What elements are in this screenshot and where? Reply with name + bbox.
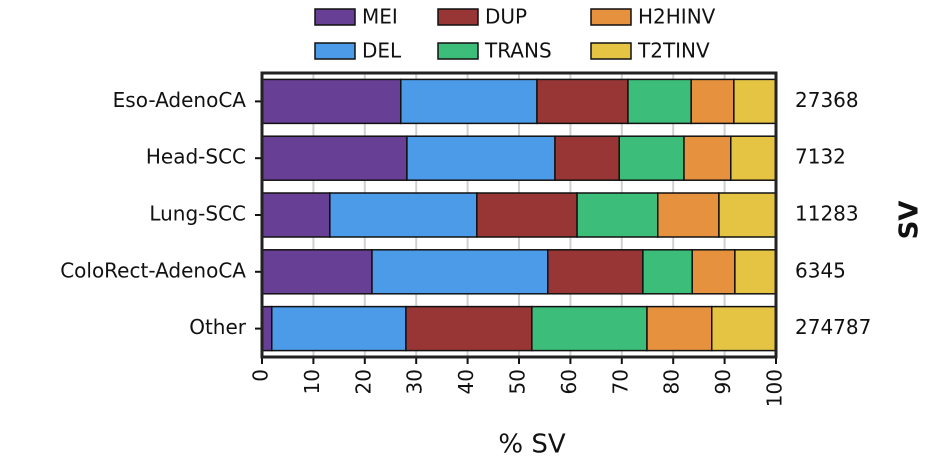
bar-segment — [642, 249, 693, 295]
bar-segment — [683, 135, 732, 181]
bar-segment — [691, 249, 736, 295]
bar-segment — [718, 192, 777, 238]
x-tick-label: 10 — [300, 369, 324, 394]
x-tick-label: 60 — [557, 369, 581, 394]
bar-segment — [476, 192, 578, 238]
y2-axis-label: SV — [895, 201, 925, 240]
bar-segment — [536, 78, 629, 125]
legend-swatch — [437, 42, 479, 60]
bar-segment — [261, 135, 408, 181]
bar-segment — [531, 305, 648, 352]
legend-label: H2HINV — [638, 5, 716, 29]
bar-segment — [261, 78, 402, 125]
bar-segment — [271, 305, 407, 352]
bar-segment — [400, 78, 538, 125]
legend-swatch — [314, 42, 356, 60]
y-tick-label: ColoRect-AdenoCA — [60, 258, 246, 282]
total-label: 7132 — [795, 145, 846, 169]
bar-segment — [554, 135, 620, 181]
x-tick-label: 20 — [351, 369, 375, 394]
x-tick-label: 40 — [454, 369, 478, 394]
total-label: 27368 — [795, 88, 859, 112]
legend-label: TRANS — [484, 39, 552, 63]
bar-segment — [371, 249, 549, 295]
bar-segment — [711, 305, 777, 352]
x-tick-label: 70 — [608, 369, 632, 394]
x-tick-label: 100 — [763, 369, 787, 407]
bar-segment — [690, 78, 735, 125]
y-tick-label: Eso-AdenoCA — [113, 88, 247, 112]
plot-frame — [260, 71, 778, 359]
legend-swatch — [590, 8, 632, 26]
bar-segment — [329, 192, 478, 238]
bar-segment — [657, 192, 720, 238]
bar-segment — [405, 305, 533, 352]
bar-segment — [730, 135, 777, 181]
total-label: 274787 — [795, 315, 871, 339]
bar-segment — [627, 78, 692, 125]
legend-label: DEL — [362, 39, 402, 63]
bar-segment — [576, 192, 659, 238]
total-label: 11283 — [795, 202, 859, 226]
total-label: 6345 — [795, 258, 846, 282]
x-tick-label: 90 — [711, 369, 735, 394]
bar-segment — [406, 135, 556, 181]
bar-segment — [261, 192, 331, 238]
bar-segment — [646, 305, 713, 352]
x-tick-label: 50 — [506, 369, 530, 394]
bar-segment — [733, 78, 777, 125]
x-tick-label: 0 — [249, 369, 273, 382]
bar-segment — [261, 249, 373, 295]
legend-label: MEI — [362, 5, 398, 29]
y-tick-label: Other — [189, 315, 247, 339]
bar-segment — [734, 249, 777, 295]
y-tick-label: Head-SCC — [146, 145, 246, 169]
x-tick-label: 80 — [660, 369, 684, 394]
legend-swatch — [437, 8, 479, 26]
legend-label: DUP — [485, 5, 527, 29]
x-tick-label: 30 — [403, 369, 427, 394]
legend-swatch — [314, 8, 356, 26]
bar-segment — [547, 249, 644, 295]
bar-segment — [618, 135, 685, 181]
y-tick-label: Lung-SCC — [149, 202, 246, 226]
x-axis-label: % SV — [498, 430, 565, 460]
legend-swatch — [590, 42, 632, 60]
legend-label: T2TINV — [637, 39, 710, 63]
